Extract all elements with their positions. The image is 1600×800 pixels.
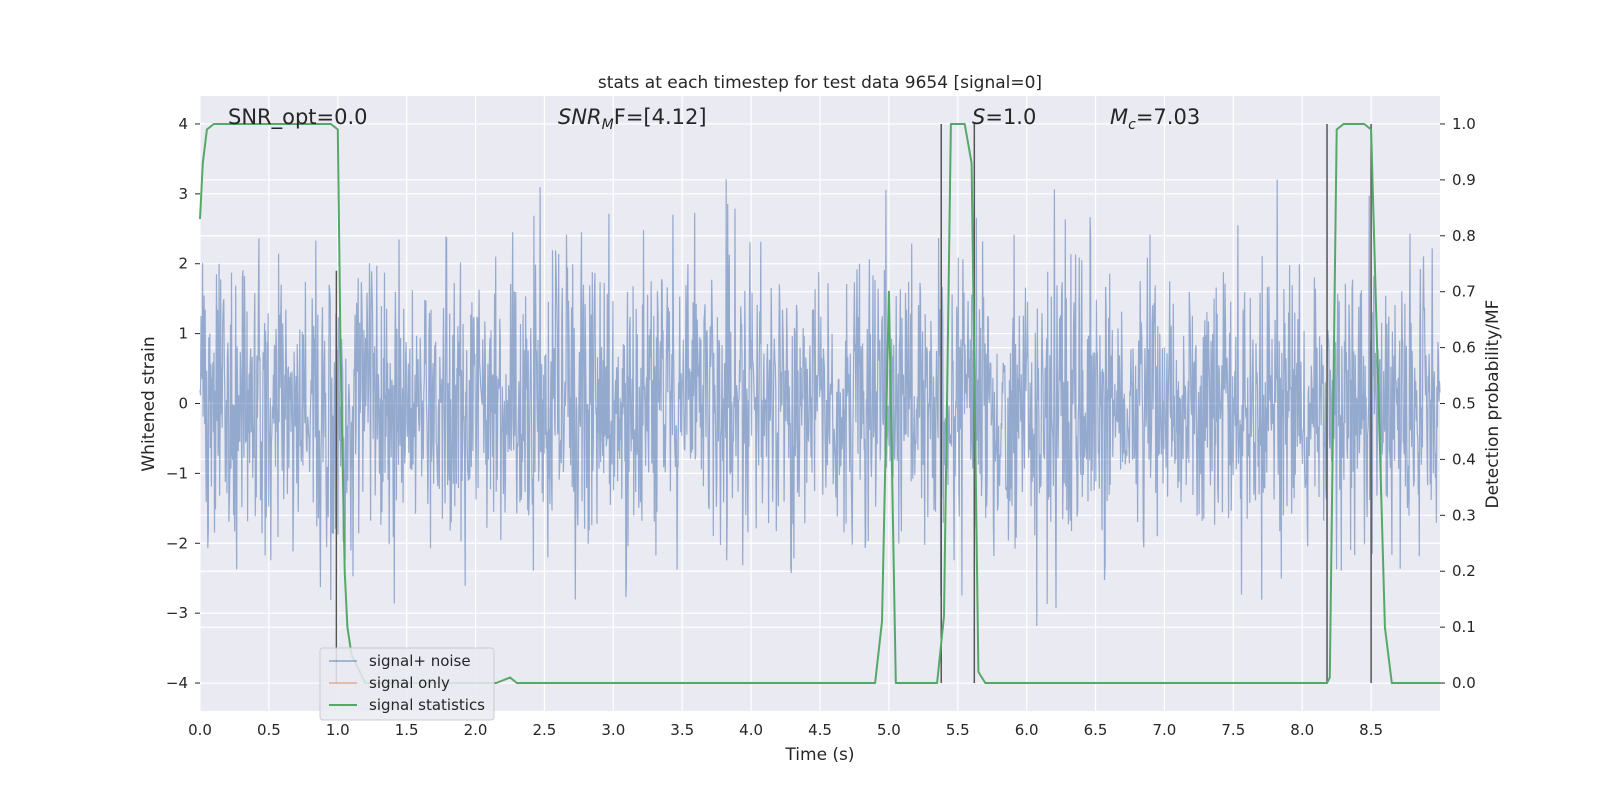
y-left-tick-label: −1 (166, 464, 188, 482)
y-right-tick-label: 0.1 (1452, 618, 1476, 636)
x-tick-label: 8.5 (1359, 721, 1383, 739)
y-left-tick-label: 0 (178, 395, 188, 413)
y-right-tick-label: 0.5 (1452, 395, 1476, 413)
y-left-tick-label: 2 (178, 255, 188, 273)
annotation-s: S=1.0 (972, 105, 1036, 129)
x-tick-label: 3.5 (670, 721, 694, 739)
x-axis-ticks: 0.0 0.5 1.0 1.5 2.0 2.5 3.0 3.5 4.0 4.5 5.0 5.5 6.0 6… (188, 721, 1383, 739)
annotation-snr-opt: SNR_opt=0.0 (228, 105, 368, 130)
y-right-tick-label: 0.2 (1452, 562, 1476, 580)
statistics-line (199, 123, 1440, 684)
x-tick-label: 6.0 (1015, 721, 1039, 739)
y-left-tick-label: −2 (166, 534, 188, 552)
chart-title: stats at each timestep for test data 965… (598, 73, 1042, 93)
series-signal-noise (199, 179, 1441, 627)
noise-line (199, 179, 1441, 627)
legend-label-statistics: signal statistics (369, 696, 485, 714)
y-right-tick-label: 1.0 (1452, 115, 1476, 133)
legend-label-signal: signal only (369, 674, 450, 692)
legend-label-noise: signal+ noise (369, 652, 471, 670)
x-tick-label: 0.5 (257, 721, 281, 739)
annotation-mc: Mc=7.03 (1110, 105, 1200, 133)
y-left-tick-label: 4 (178, 115, 188, 133)
x-tick-label: 7.5 (1221, 721, 1245, 739)
legend-box (319, 647, 495, 721)
x-tick-label: 5.5 (946, 721, 970, 739)
y-axis-left-ticks: −4 −3 −2 −1 0 1 2 3 4 (166, 115, 200, 692)
x-tick-label: 4.0 (739, 721, 763, 739)
x-tick-label: 4.5 (808, 721, 832, 739)
x-tick-label: 3.0 (601, 721, 625, 739)
y-right-tick-label: 0.4 (1452, 450, 1476, 468)
y-right-tick-label: 0.7 (1452, 283, 1476, 301)
x-tick-label: 1.5 (395, 721, 419, 739)
y-left-tick-label: −3 (166, 604, 188, 622)
x-axis-label: Time (s) (784, 745, 854, 765)
y-right-tick-label: 0.6 (1452, 339, 1476, 357)
y-axis-right-ticks: 0.0 0.1 0.2 0.3 0.4 0.5 0.6 0.7 0.8 0.9 1.0 (1440, 115, 1476, 692)
x-tick-label: 2.0 (464, 721, 488, 739)
legend: signal+ noise signal only signal statist… (319, 647, 495, 721)
y-right-tick-label: 0.8 (1452, 227, 1476, 245)
x-tick-label: 0.0 (188, 721, 212, 739)
x-tick-label: 6.5 (1084, 721, 1108, 739)
y-right-tick-label: 0.0 (1452, 674, 1476, 692)
x-tick-label: 8.0 (1290, 721, 1314, 739)
y-right-tick-label: 0.9 (1452, 171, 1476, 189)
x-tick-label: 2.5 (533, 721, 557, 739)
y-left-tick-label: −4 (166, 674, 188, 692)
x-tick-label: 7.0 (1153, 721, 1177, 739)
y-axis-right-label: Detection probability/MF (1483, 300, 1503, 509)
annotation-snr-mf: SNRMF=[4.12] (558, 105, 707, 133)
series-signal-statistics (199, 123, 1440, 684)
y-right-tick-label: 0.3 (1452, 506, 1476, 524)
y-left-tick-label: 1 (178, 325, 188, 343)
x-tick-label: 5.0 (877, 721, 901, 739)
y-axis-left-label: Whitened strain (139, 336, 159, 471)
x-tick-label: 1.0 (326, 721, 350, 739)
y-left-tick-label: 3 (178, 185, 188, 203)
